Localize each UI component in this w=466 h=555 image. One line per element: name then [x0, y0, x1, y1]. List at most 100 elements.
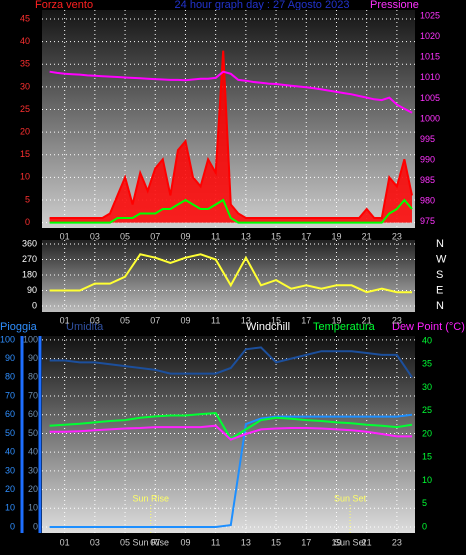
y-tick-label: 40	[20, 36, 30, 46]
y-axis-label: Forza vento	[35, 0, 93, 11]
x-tick-label: 23	[392, 537, 402, 547]
y2-tick-label: N	[436, 238, 444, 250]
x-tick-label: 05	[120, 315, 130, 325]
legend-entry: Temperatura	[313, 321, 376, 333]
x-tick-label: 23	[392, 315, 402, 325]
x-tick-label: 15	[271, 231, 281, 241]
y-tick-label: 90	[27, 285, 37, 295]
y-tick-label: 70	[28, 390, 38, 400]
y2-tick-label: 0	[422, 521, 427, 531]
y2-tick-label: 1010	[420, 72, 440, 82]
y-tick-label: 100	[23, 334, 38, 344]
x-tick-label: 11	[211, 315, 220, 325]
x-tick-label: 17	[301, 537, 311, 547]
y-tick-label: 10	[5, 503, 15, 513]
y-tick-label: 360	[22, 238, 37, 248]
x-tick-label: 21	[362, 231, 372, 241]
y-tick-label: 30	[5, 465, 15, 475]
y-tick-label: 60	[28, 409, 38, 419]
y-tick-label: 15	[20, 149, 30, 159]
x-tick-label: 19	[331, 537, 341, 547]
y-tick-label: 90	[28, 353, 38, 363]
y2-tick-label: 40	[422, 335, 432, 345]
y-tick-label: 180	[22, 269, 37, 279]
y-tick-label: 0	[32, 300, 37, 310]
y2-axis-label: Pressione	[370, 0, 419, 11]
y-tick-label: 20	[20, 126, 30, 136]
x-tick-label: 05	[120, 537, 130, 547]
y-tick-label: 270	[22, 254, 37, 264]
y-tick-label: 90	[5, 353, 15, 363]
x-tick-label: 03	[90, 537, 100, 547]
y-tick-label: 30	[20, 81, 30, 91]
y-tick-label: 0	[10, 521, 15, 531]
x-tick-label: 23	[392, 231, 402, 241]
y2-tick-label: 990	[420, 155, 435, 165]
x-tick-label: 21	[362, 315, 372, 325]
x-tick-label: 09	[180, 537, 190, 547]
y-tick-label: 0	[25, 217, 30, 227]
y-tick-label: 40	[28, 447, 38, 457]
x-tick-label: 09	[180, 231, 190, 241]
y2-tick-label: 20	[422, 428, 432, 438]
y-tick-label: 10	[20, 172, 30, 182]
y2-tick-label: 1020	[420, 31, 440, 41]
y-tick-label: 80	[28, 372, 38, 382]
y-tick-label: 5	[25, 194, 30, 204]
x-tick-label: 07	[150, 537, 160, 547]
x-tick-label: 15	[271, 315, 281, 325]
y2-tick-label: N	[436, 300, 444, 312]
y2-tick-label: 1015	[420, 52, 440, 62]
legend-entry: Umidita	[66, 321, 104, 333]
x-tick-label: 13	[241, 315, 251, 325]
x-tick-label: 01	[60, 537, 70, 547]
x-tick-label: 03	[90, 315, 100, 325]
legend-entry: Dew Point (°C)	[392, 321, 465, 333]
x-tick-label: 19	[331, 231, 341, 241]
x-tick-label: 19	[331, 315, 341, 325]
x-tick-label: 17	[301, 315, 311, 325]
y2-tick-label: E	[436, 284, 443, 296]
y-tick-label: 70	[5, 390, 15, 400]
y2-tick-label: 975	[420, 216, 435, 226]
x-tick-label: 01	[60, 231, 70, 241]
y2-tick-label: 25	[422, 405, 432, 415]
y2-tick-label: 5	[422, 498, 427, 508]
series-line	[49, 70, 413, 114]
y-tick-label: 50	[28, 428, 38, 438]
y2-tick-label: 1000	[420, 113, 440, 123]
x-tick-label: 11	[211, 231, 220, 241]
series-line	[49, 198, 413, 224]
x-tick-label: 07	[150, 315, 160, 325]
annotation: Sun Set	[334, 493, 367, 503]
y-tick-label: 30	[28, 465, 38, 475]
x-tick-label: 09	[180, 315, 190, 325]
y-tick-label: 20	[28, 484, 38, 494]
series-area	[49, 50, 413, 223]
y-tick-label: 50	[5, 428, 15, 438]
y-tick-label: 25	[20, 104, 30, 114]
y-tick-label: 45	[20, 13, 30, 23]
y2-tick-label: 10	[422, 475, 432, 485]
x-tick-label: 05	[120, 231, 130, 241]
y-tick-label: 40	[5, 447, 15, 457]
y2-tick-label: 980	[420, 196, 435, 206]
y2-tick-label: 1025	[420, 11, 440, 21]
x-tick-label: 17	[301, 231, 311, 241]
y2-tick-label: 35	[422, 359, 432, 369]
y2-tick-label: S	[436, 269, 443, 281]
x-tick-label: 01	[60, 315, 70, 325]
series-line	[49, 50, 413, 219]
legend-entry: Windchill	[246, 321, 290, 333]
series-line	[49, 346, 413, 378]
y-tick-label: 100	[0, 334, 15, 344]
x-tick-label: 21	[362, 537, 372, 547]
y2-tick-label: 1005	[420, 93, 440, 103]
x-tick-label: 03	[90, 231, 100, 241]
x-tick-label: 13	[241, 231, 251, 241]
x-tick-label: 13	[241, 537, 251, 547]
chart-title: 24 hour graph day : 27 Agosto 2023	[175, 0, 350, 11]
y-tick-label: 10	[28, 503, 38, 513]
legend-entry: Pioggia	[0, 321, 38, 333]
